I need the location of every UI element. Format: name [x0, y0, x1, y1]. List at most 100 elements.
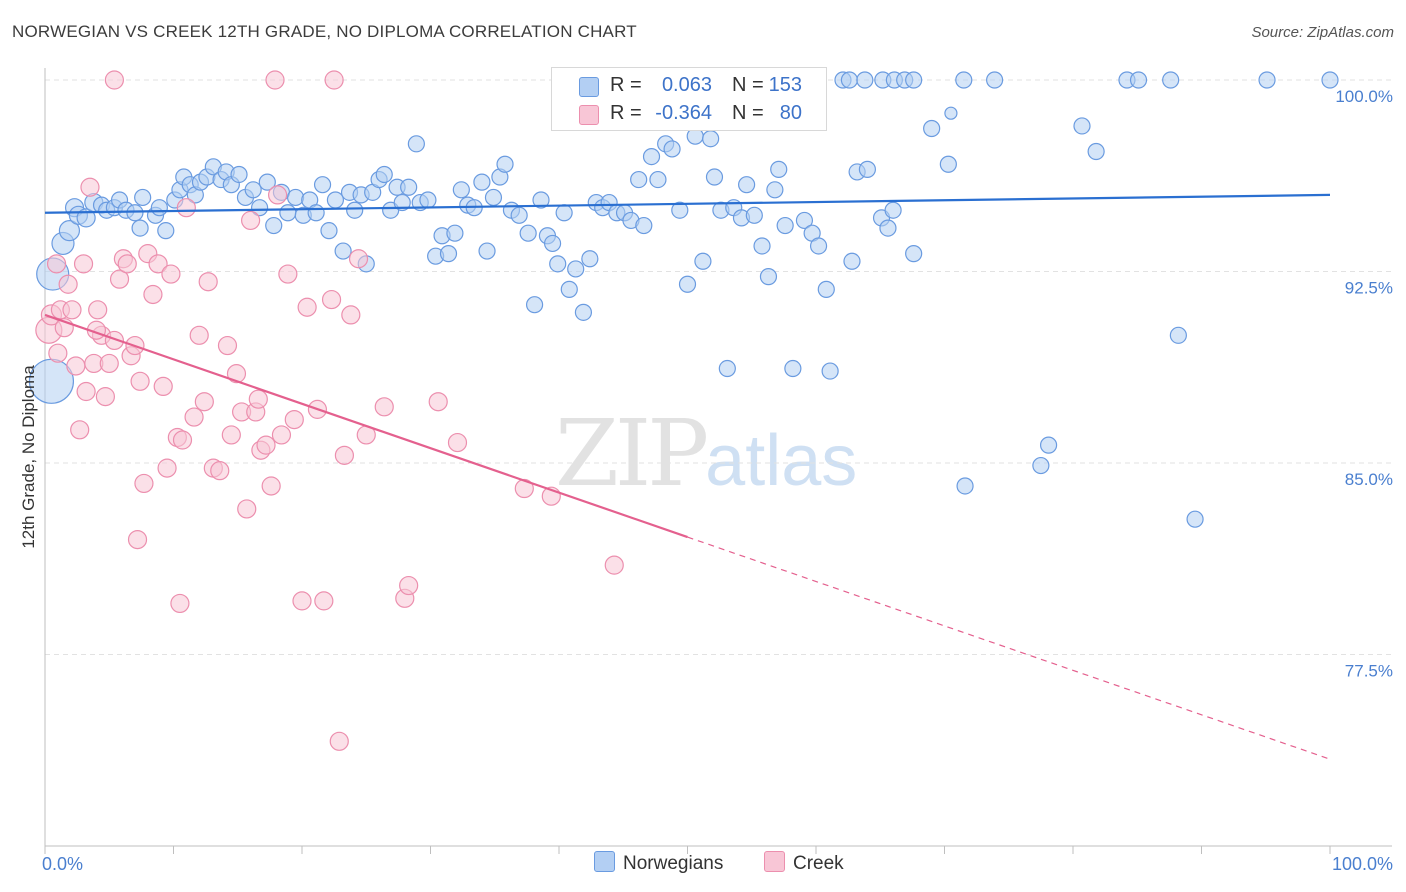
- creek-point: [399, 575, 419, 596]
- norwegians-point: [157, 222, 175, 240]
- norwegians-point: [532, 191, 550, 209]
- creek-point: [194, 392, 214, 412]
- x-tick-label: 0.0%: [42, 854, 83, 874]
- norwegians-point: [1186, 510, 1204, 528]
- norwegians-point: [1039, 436, 1058, 454]
- norwegians-point: [407, 135, 425, 153]
- norwegians-point: [581, 250, 599, 268]
- norwegians-point: [840, 71, 859, 89]
- chart-title: NORWEGIAN VS CREEK 12TH GRADE, NO DIPLOM…: [12, 22, 637, 41]
- norwegians-point: [694, 252, 712, 270]
- norwegians-point: [1162, 71, 1180, 89]
- creek-point: [256, 435, 276, 455]
- creek-point: [324, 70, 344, 90]
- creek-point: [265, 70, 285, 90]
- norwegians-point: [525, 296, 544, 314]
- creek-point: [604, 555, 624, 575]
- creek-point: [109, 269, 130, 289]
- zipatlas-watermark: ZIPatlas: [555, 400, 857, 507]
- norwegians-point: [258, 173, 276, 191]
- legend-swatch-blue: [579, 77, 599, 97]
- legend-r-label: R =: [610, 74, 642, 96]
- y-tick-label: 85.0%: [1345, 470, 1393, 489]
- creek-trend-extension: [687, 536, 1331, 760]
- norwegians-point: [1258, 71, 1276, 89]
- creek-point: [267, 185, 288, 205]
- legend-n-value: 153: [768, 74, 802, 96]
- norwegians-point: [770, 160, 788, 178]
- creek-point: [189, 325, 209, 345]
- creek-point: [341, 305, 361, 325]
- norwegians-point: [718, 359, 736, 378]
- creek-point: [130, 371, 150, 391]
- norwegians-point: [986, 71, 1004, 89]
- norwegians-point: [549, 255, 567, 273]
- norwegians-point: [346, 201, 364, 219]
- norwegians-point: [560, 280, 578, 298]
- creek-point: [117, 254, 137, 274]
- creek-point: [143, 284, 163, 305]
- norwegians-point: [446, 224, 464, 242]
- norwegians-point: [419, 191, 437, 209]
- norwegians-point: [265, 216, 283, 235]
- norwegians-point: [230, 165, 248, 184]
- norwegians-point: [956, 477, 974, 495]
- creek-point: [278, 264, 298, 284]
- creek-point: [176, 198, 196, 218]
- norwegians-point: [905, 71, 923, 89]
- creek-point: [157, 458, 177, 478]
- gridlines: [45, 79, 1392, 655]
- creek-point: [217, 335, 238, 356]
- norwegians-point: [759, 268, 778, 286]
- norwegians-point: [1129, 71, 1148, 89]
- watermark-zip: ZIP: [555, 400, 709, 507]
- norwegians-point: [473, 173, 491, 191]
- creek-point: [447, 432, 468, 453]
- norwegians-point: [635, 216, 653, 235]
- creek-point: [226, 364, 247, 384]
- creek-point: [261, 476, 281, 496]
- creek-points: [35, 70, 624, 751]
- creek-point: [153, 376, 173, 396]
- norwegians-point: [244, 181, 262, 199]
- creek-point: [284, 409, 304, 430]
- creek-point: [237, 499, 257, 519]
- creek-point: [314, 591, 334, 611]
- norwegians-point: [574, 303, 593, 321]
- norwegians-point: [496, 155, 514, 173]
- creek-point: [321, 289, 342, 310]
- creek-point: [70, 420, 90, 440]
- y-tick-label: 92.5%: [1345, 279, 1393, 298]
- norwegians-point: [567, 260, 585, 278]
- legend-r-value: -0.364: [655, 102, 712, 124]
- norwegians-point: [126, 204, 144, 222]
- norwegians-point: [843, 252, 861, 270]
- norwegians-point: [279, 204, 297, 222]
- creek-point: [248, 389, 268, 409]
- norwegians-point: [856, 71, 874, 89]
- norwegians-point: [671, 201, 689, 219]
- norwegians-point: [326, 191, 345, 209]
- norwegians-point: [776, 216, 794, 235]
- norwegians-point: [955, 71, 973, 89]
- norwegians-point: [131, 219, 149, 237]
- norwegians-point: [400, 178, 418, 196]
- legend-r-label: R =: [610, 102, 642, 124]
- creek-point: [73, 254, 94, 274]
- norwegians-point: [809, 237, 828, 255]
- norwegians-point: [1073, 117, 1091, 135]
- creek-point: [148, 254, 168, 274]
- norwegians-points: [28, 71, 1339, 528]
- legend-item-norwegians[interactable]: Norwegians: [594, 851, 723, 875]
- legend-row-norwegians: R = 0.063 N = 153: [552, 71, 826, 101]
- creek-point: [428, 392, 448, 412]
- norwegians-point: [649, 170, 667, 189]
- legend-item-creek[interactable]: Creek: [764, 851, 844, 875]
- norwegians-point: [1169, 326, 1187, 344]
- norwegians-point: [1032, 456, 1050, 475]
- norwegians-point: [439, 245, 458, 263]
- norwegians-point: [784, 359, 802, 378]
- norwegians-point: [738, 176, 756, 194]
- legend-r-value: 0.063: [661, 74, 712, 96]
- creek-point: [241, 210, 261, 231]
